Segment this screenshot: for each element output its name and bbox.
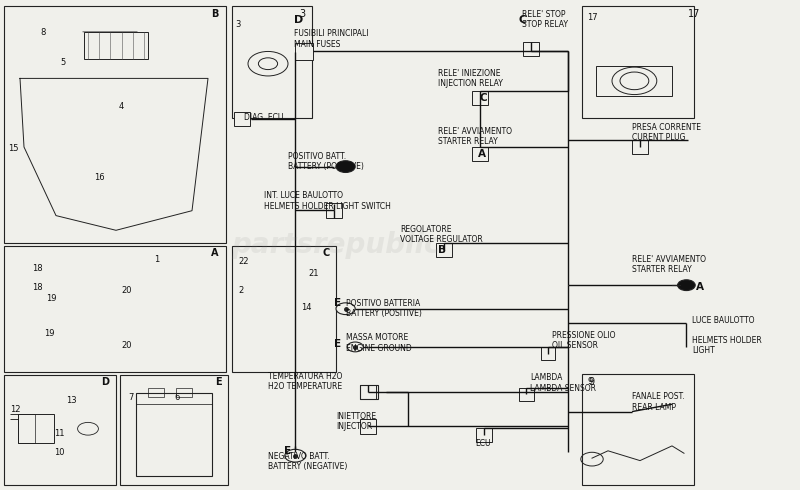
Bar xyxy=(519,388,534,401)
Bar xyxy=(18,414,54,443)
Text: DIAG  ECU: DIAG ECU xyxy=(244,113,283,122)
Text: INT. LUCE BAULOTTO
HELMETS HOLDER LIGHT SWITCH: INT. LUCE BAULOTTO HELMETS HOLDER LIGHT … xyxy=(264,191,391,211)
Text: 3: 3 xyxy=(235,20,241,29)
Bar xyxy=(136,393,212,476)
Bar xyxy=(84,32,148,59)
Text: REGOLATORE
VOLTAGE REGULATOR: REGOLATORE VOLTAGE REGULATOR xyxy=(400,224,482,244)
Text: 8: 8 xyxy=(40,28,46,37)
Bar xyxy=(582,374,694,485)
Bar xyxy=(120,375,228,485)
Bar xyxy=(4,6,226,243)
Text: RELE' INIEZIONE
INJECTION RELAY: RELE' INIEZIONE INJECTION RELAY xyxy=(438,69,503,88)
Text: 3: 3 xyxy=(299,9,306,19)
Text: 7: 7 xyxy=(128,393,134,402)
Text: FUSIBILI PRINCIPALI
MAIN FUSES: FUSIBILI PRINCIPALI MAIN FUSES xyxy=(294,29,369,49)
Bar xyxy=(4,246,226,372)
Bar xyxy=(232,6,312,118)
Text: 14: 14 xyxy=(301,303,311,312)
Text: C: C xyxy=(480,93,488,103)
Bar xyxy=(360,385,378,399)
Bar xyxy=(232,246,336,372)
Text: 21: 21 xyxy=(308,269,318,278)
Text: ECU: ECU xyxy=(475,439,490,448)
Text: A: A xyxy=(696,282,704,292)
Text: RELE' AVVIAMENTO
STARTER RELAY: RELE' AVVIAMENTO STARTER RELAY xyxy=(438,126,513,146)
Text: 20: 20 xyxy=(122,341,132,350)
Bar xyxy=(596,66,672,96)
Text: POSITIVO BATTERIA
BATTERY (POSITIVE): POSITIVO BATTERIA BATTERY (POSITIVE) xyxy=(346,299,422,318)
Text: D: D xyxy=(294,15,304,24)
Text: B: B xyxy=(438,245,446,255)
Text: POSITIVO BATT.
BATTERY (POSITIVE): POSITIVO BATT. BATTERY (POSITIVE) xyxy=(288,152,364,172)
Text: PRESSIONE OLIO
OIL SENSOR: PRESSIONE OLIO OIL SENSOR xyxy=(552,331,615,350)
Bar xyxy=(4,375,116,485)
Text: RELE' STOP
STOP RELAY: RELE' STOP STOP RELAY xyxy=(522,10,568,29)
Text: 19: 19 xyxy=(46,294,57,303)
Bar xyxy=(472,91,488,105)
Bar xyxy=(472,147,488,161)
Text: 2: 2 xyxy=(238,286,244,294)
Text: 12: 12 xyxy=(10,405,21,414)
Text: 5: 5 xyxy=(61,58,66,67)
Text: A: A xyxy=(211,248,218,258)
Text: 15: 15 xyxy=(8,144,18,153)
Bar xyxy=(148,388,164,397)
Text: NEGATIVO BATT.
BATTERY (NEGATIVE): NEGATIVO BATT. BATTERY (NEGATIVE) xyxy=(268,452,347,471)
Text: A: A xyxy=(478,149,486,159)
Text: D: D xyxy=(102,377,110,387)
Text: HELMETS HOLDER
LIGHT: HELMETS HOLDER LIGHT xyxy=(692,336,762,355)
Bar xyxy=(632,140,648,154)
Text: INIETTORE
INJECTOR: INIETTORE INJECTOR xyxy=(336,412,376,431)
Circle shape xyxy=(347,342,363,352)
Text: RELE' AVVIAMENTO
STARTER RELAY: RELE' AVVIAMENTO STARTER RELAY xyxy=(632,255,706,274)
Text: MASSA MOTORE
ENGINE GROUND: MASSA MOTORE ENGINE GROUND xyxy=(346,333,411,353)
Text: 6: 6 xyxy=(174,393,180,402)
Text: FANALE POST.
REAR LAMP: FANALE POST. REAR LAMP xyxy=(632,392,685,412)
Text: 9: 9 xyxy=(587,377,593,386)
Text: 9: 9 xyxy=(588,377,594,387)
Text: 20: 20 xyxy=(122,286,132,295)
Text: 17: 17 xyxy=(688,9,700,19)
Bar xyxy=(436,243,452,257)
Circle shape xyxy=(336,303,355,315)
Bar xyxy=(541,347,555,360)
Text: TEMPERATURA H2O
H2O TEMPERATURE: TEMPERATURA H2O H2O TEMPERATURE xyxy=(268,371,342,391)
Bar xyxy=(176,388,192,397)
Text: LAMBDA
LAMBDA SENSOR: LAMBDA LAMBDA SENSOR xyxy=(530,373,596,393)
Text: E: E xyxy=(334,339,342,349)
Bar xyxy=(295,43,313,60)
Text: 1: 1 xyxy=(154,255,160,264)
Bar xyxy=(360,419,376,434)
Circle shape xyxy=(285,449,306,462)
Bar xyxy=(476,428,492,442)
Text: 22: 22 xyxy=(238,257,249,266)
Text: C: C xyxy=(518,15,526,24)
Text: E: E xyxy=(284,446,291,456)
Text: B: B xyxy=(211,9,218,19)
Text: 13: 13 xyxy=(66,396,76,405)
Circle shape xyxy=(336,161,355,172)
Text: 11: 11 xyxy=(54,429,65,438)
Text: 16: 16 xyxy=(94,173,105,182)
Text: LUCE BAULOTTO: LUCE BAULOTTO xyxy=(692,317,754,325)
Text: 18: 18 xyxy=(32,264,42,273)
Text: E: E xyxy=(215,377,222,387)
Text: 19: 19 xyxy=(44,329,54,338)
Text: 17: 17 xyxy=(587,13,598,22)
Bar xyxy=(360,385,376,399)
Text: partsrepublic: partsrepublic xyxy=(231,231,441,259)
Bar xyxy=(326,203,342,218)
Text: 18: 18 xyxy=(32,283,42,292)
Text: PRESA CORRENTE
CURENT PLUG: PRESA CORRENTE CURENT PLUG xyxy=(632,122,701,142)
Circle shape xyxy=(678,280,695,291)
Text: 10: 10 xyxy=(54,448,65,457)
Text: 4: 4 xyxy=(118,102,124,111)
Bar xyxy=(523,42,539,56)
Bar xyxy=(18,414,35,443)
Text: E: E xyxy=(334,298,342,308)
Bar xyxy=(234,112,250,126)
Bar xyxy=(582,6,694,118)
Text: C: C xyxy=(322,248,330,258)
